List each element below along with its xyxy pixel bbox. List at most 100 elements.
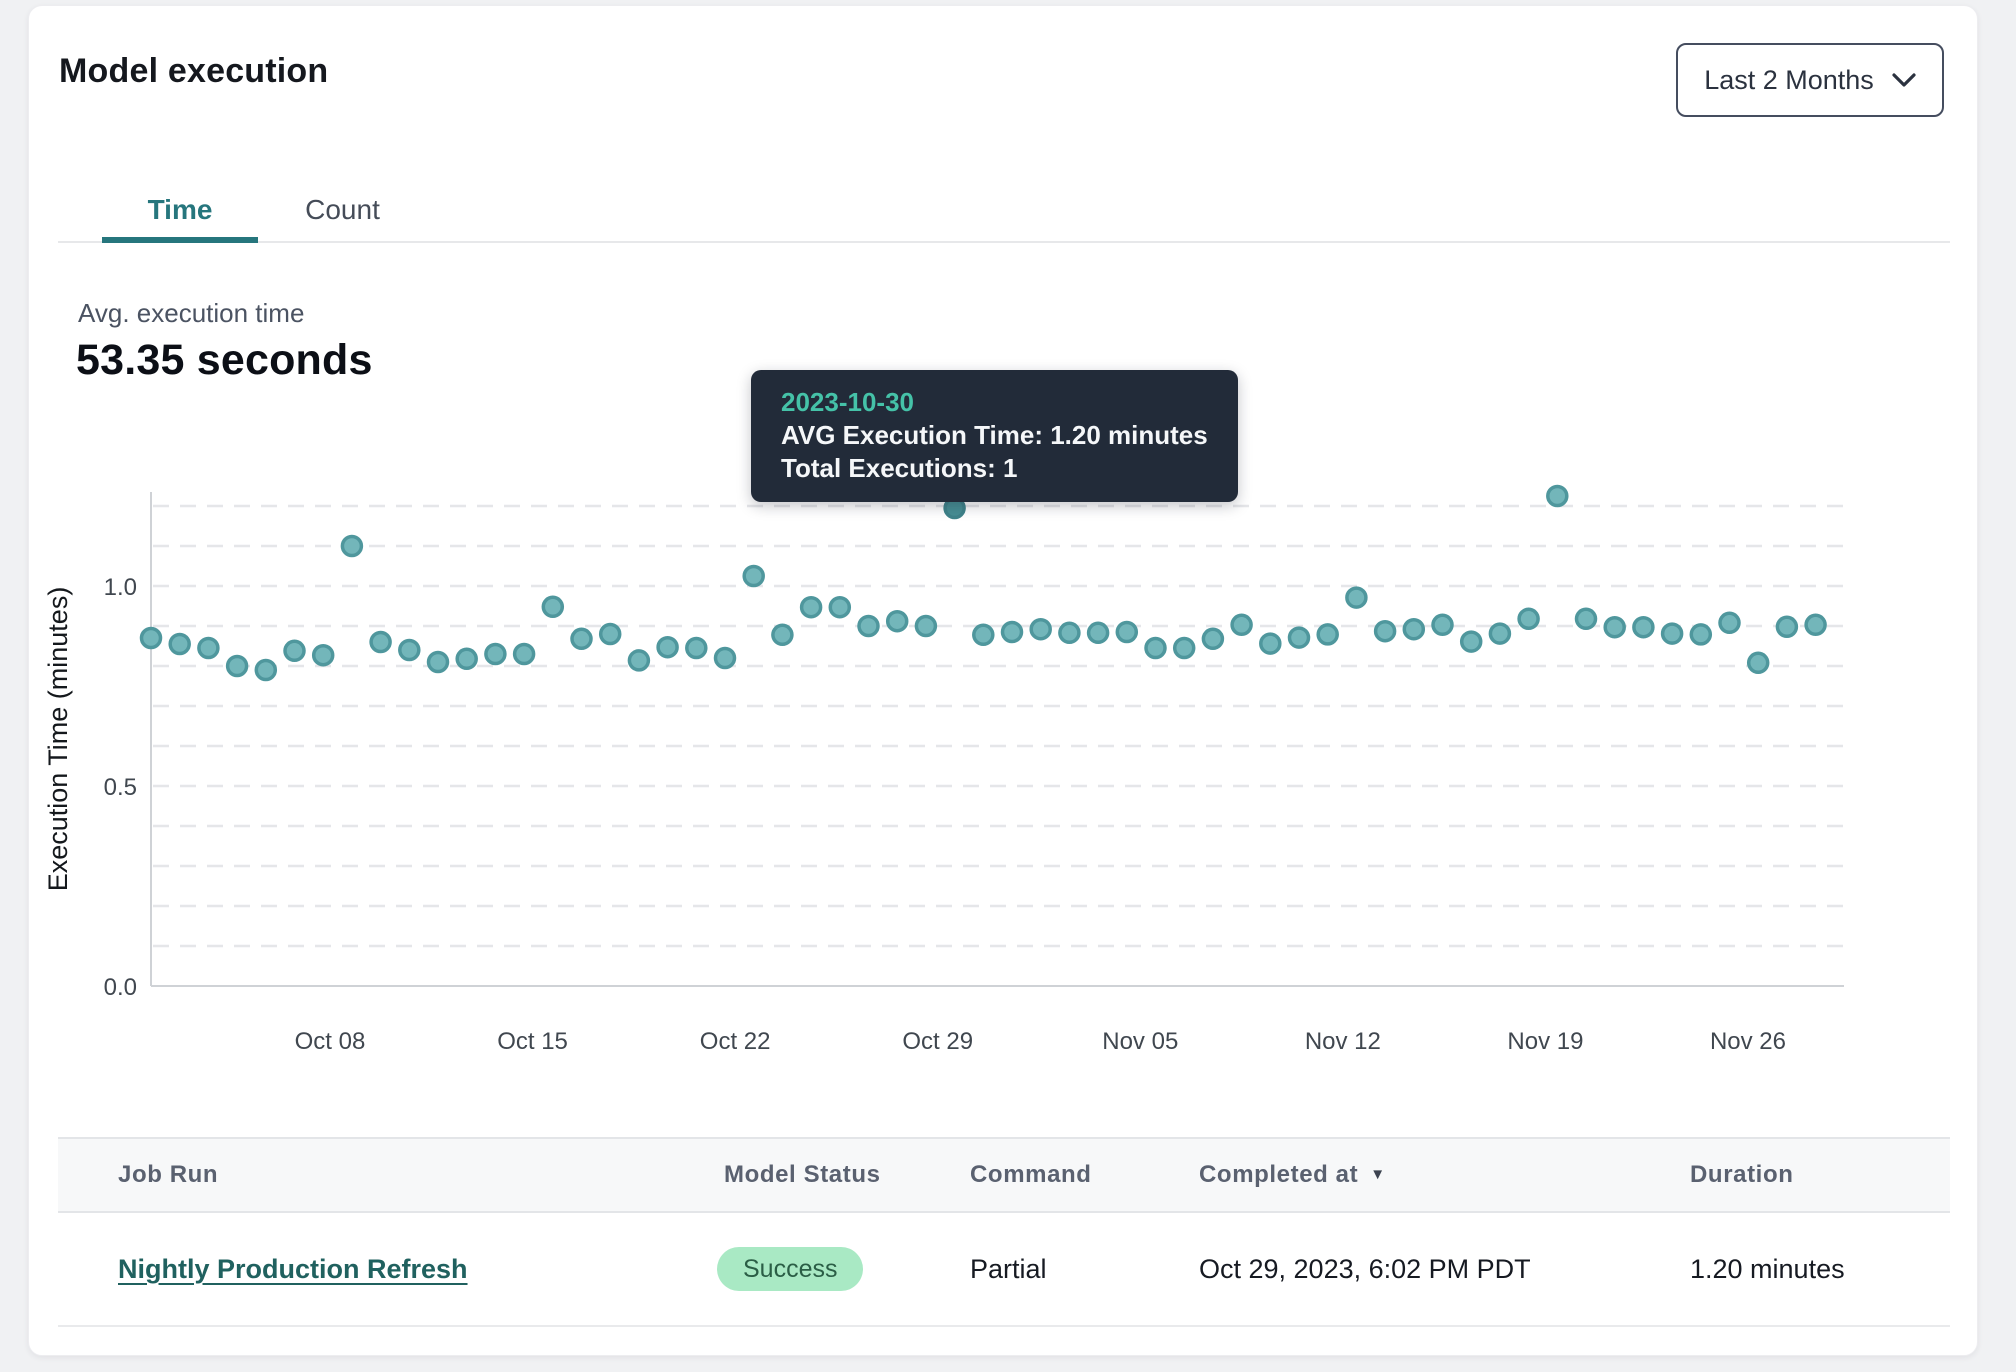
data-point[interactable]: [857, 614, 880, 638]
data-point[interactable]: [1259, 632, 1282, 655]
chevron-down-icon: [1892, 72, 1916, 88]
data-point[interactable]: [1517, 607, 1540, 631]
data-point[interactable]: [1660, 622, 1684, 645]
tooltip-avg-execution: AVG Execution Time: 1.20 minutes: [781, 420, 1208, 450]
execution-time-scatter-chart: 0.0 0.5 1.0 Oct 08 Oct 15 Oct 22 Oct 29 Nov 05 N…: [43, 484, 1844, 1055]
data-point[interactable]: [1316, 623, 1339, 646]
x-tick-label: Oct 22: [700, 1028, 771, 1055]
data-point[interactable]: [311, 643, 335, 667]
column-header-duration: Duration: [1690, 1161, 1794, 1188]
data-point[interactable]: [283, 639, 306, 663]
model-execution-card: 0.0 0.5 1.0 Oct 08 Oct 15 Oct 22 Oct 29 Nov 05 N…: [28, 5, 1978, 1356]
active-tab-underline: [102, 237, 258, 243]
data-point[interactable]: [398, 638, 421, 662]
job-runs-table: Job Run Model Status Command Completed a…: [58, 1137, 1950, 1327]
avg-execution-time-value: 53.35 seconds: [76, 336, 373, 384]
data-point[interactable]: [713, 646, 737, 670]
y-tick-label: 0.0: [104, 974, 137, 1001]
data-point[interactable]: [1718, 611, 1741, 635]
data-point[interactable]: [1201, 627, 1225, 651]
data-point[interactable]: [541, 595, 565, 619]
column-header-completed-at[interactable]: Completed at ▼: [1199, 1139, 1386, 1211]
data-point[interactable]: [1230, 613, 1253, 637]
data-point[interactable]: [885, 609, 909, 633]
tab-time[interactable]: Time: [147, 194, 213, 225]
data-point[interactable]: [656, 635, 679, 659]
data-point[interactable]: [1804, 613, 1827, 637]
data-point[interactable]: [1689, 623, 1713, 646]
data-point[interactable]: [1603, 615, 1626, 639]
column-header-job-run: Job Run: [118, 1161, 219, 1188]
y-axis-title: Execution Time (minutes): [43, 587, 73, 892]
data-point[interactable]: [225, 654, 249, 678]
data-point[interactable]: [1345, 586, 1368, 609]
data-point[interactable]: [1029, 617, 1052, 641]
data-point[interactable]: [139, 626, 163, 650]
data-point[interactable]: [1287, 626, 1311, 649]
data-point[interactable]: [1488, 622, 1512, 645]
data-point[interactable]: [1172, 636, 1196, 660]
x-tick-label: Oct 08: [295, 1028, 366, 1055]
data-point[interactable]: [598, 622, 622, 646]
data-point[interactable]: [369, 630, 392, 654]
data-point[interactable]: [1746, 651, 1770, 675]
y-tick-label: 0.5: [104, 774, 137, 801]
data-point[interactable]: [340, 534, 364, 558]
date-range-dropdown[interactable]: Last 2 Months: [1676, 43, 1944, 117]
data-point[interactable]: [1000, 620, 1024, 644]
data-point[interactable]: [1574, 607, 1598, 631]
data-point[interactable]: [799, 595, 823, 619]
status-badge: Success: [717, 1247, 864, 1291]
tooltip-total-executions: Total Executions: 1: [781, 453, 1018, 483]
data-point[interactable]: [455, 647, 478, 671]
data-point[interactable]: [1058, 621, 1081, 645]
sort-desc-icon[interactable]: ▼: [1370, 1165, 1386, 1183]
data-point[interactable]: [1431, 613, 1454, 637]
data-point[interactable]: [168, 632, 191, 656]
data-point[interactable]: [570, 627, 593, 651]
column-header-command: Command: [970, 1161, 1092, 1188]
data-point[interactable]: [972, 623, 995, 647]
data-point[interactable]: [197, 636, 220, 660]
data-point[interactable]: [1402, 617, 1426, 641]
data-point[interactable]: [426, 650, 450, 674]
command-cell: Partial: [970, 1253, 1047, 1284]
duration-cell: 1.20 minutes: [1690, 1253, 1845, 1284]
data-point[interactable]: [1632, 615, 1655, 639]
x-tick-label: Nov 05: [1102, 1028, 1178, 1055]
data-point[interactable]: [914, 614, 938, 638]
data-point[interactable]: [1775, 615, 1799, 639]
x-tick-label: Nov 12: [1305, 1028, 1381, 1055]
x-tick-label: Oct 15: [497, 1028, 568, 1055]
data-point[interactable]: [627, 649, 651, 672]
job-run-link[interactable]: Nightly Production Refresh: [118, 1253, 468, 1284]
data-point[interactable]: [1115, 620, 1139, 644]
date-range-value: Last 2 Months: [1704, 64, 1874, 95]
completed-at-cell: Oct 29, 2023, 6:02 PM PDT: [1199, 1253, 1531, 1284]
data-point[interactable]: [685, 636, 708, 660]
data-point[interactable]: [254, 658, 278, 682]
data-point[interactable]: [512, 642, 536, 666]
data-point[interactable]: [1144, 636, 1167, 660]
page-title: Model execution: [59, 52, 329, 90]
x-tick-label: Oct 29: [902, 1028, 973, 1055]
x-tick-label: Nov 26: [1710, 1028, 1786, 1055]
data-point[interactable]: [828, 595, 852, 619]
chart-tooltip: 2023-10-30 AVG Execution Time: 1.20 minu…: [751, 370, 1238, 502]
completed-at-label: Completed at: [1199, 1161, 1359, 1188]
y-tick-label: 1.0: [104, 574, 137, 601]
chart-tabs: Time Count: [58, 179, 1950, 243]
tab-count[interactable]: Count: [305, 194, 380, 225]
data-point[interactable]: [484, 642, 507, 666]
data-point[interactable]: [1086, 621, 1110, 645]
table-header-row: Job Run Model Status Command Completed a…: [58, 1137, 1950, 1213]
avg-execution-time-label: Avg. execution time: [78, 298, 305, 328]
data-point[interactable]: [1459, 630, 1483, 653]
x-tick-label: Nov 19: [1507, 1028, 1583, 1055]
column-header-model-status: Model Status: [724, 1161, 881, 1188]
data-point[interactable]: [742, 564, 765, 588]
data-point[interactable]: [771, 623, 794, 647]
tooltip-date: 2023-10-30: [781, 387, 914, 417]
data-point[interactable]: [1373, 619, 1397, 643]
data-point[interactable]: [1546, 484, 1569, 508]
